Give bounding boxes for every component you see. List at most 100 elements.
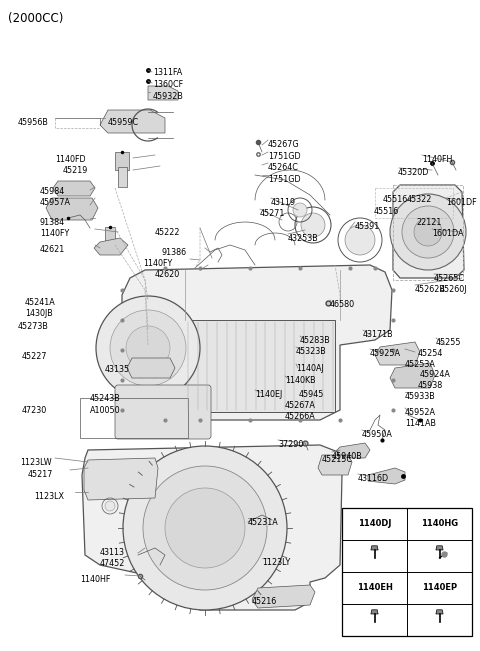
Circle shape [126,326,170,370]
Bar [393,185,463,280]
Bar [80,398,188,438]
Text: 45267A: 45267A [285,401,316,410]
Text: 45231A: 45231A [248,518,279,527]
Text: 43119: 43119 [271,198,296,207]
Text: 1140EP: 1140EP [422,583,457,592]
Text: 45266A: 45266A [285,412,316,421]
Text: 45945: 45945 [299,390,324,399]
Text: 1140DJ: 1140DJ [358,519,391,529]
Polygon shape [371,610,378,614]
Bar [115,152,129,170]
Text: 1751GD: 1751GD [268,152,300,161]
Text: 45924A: 45924A [420,370,451,379]
Polygon shape [375,342,420,365]
Text: 1141AB: 1141AB [405,419,436,428]
Circle shape [143,466,267,590]
Text: 45217: 45217 [28,470,53,479]
Text: 45260J: 45260J [440,285,468,294]
Bar [375,188,453,218]
Polygon shape [318,455,352,475]
Text: 45323B: 45323B [296,347,327,356]
Text: 1140KB: 1140KB [285,376,316,385]
Circle shape [123,446,287,610]
Text: 45516: 45516 [383,195,408,204]
Text: 43135: 43135 [105,365,130,374]
Text: 1140EJ: 1140EJ [255,390,282,399]
Circle shape [165,488,245,568]
Polygon shape [122,265,392,420]
Text: 1123LW: 1123LW [20,458,52,467]
Circle shape [96,296,200,400]
Text: 91384: 91384 [40,218,65,227]
Text: 47452: 47452 [100,559,125,568]
Text: 1123LY: 1123LY [262,558,290,567]
Polygon shape [127,358,175,378]
Polygon shape [368,468,405,484]
Text: 43171B: 43171B [363,330,394,339]
Text: 45984: 45984 [40,187,65,196]
Polygon shape [84,458,158,500]
Text: 45516: 45516 [374,207,399,216]
Text: 1430JB: 1430JB [25,309,53,318]
Text: 45227: 45227 [22,352,48,361]
Text: 45925A: 45925A [370,349,401,358]
Text: 45320D: 45320D [398,168,430,177]
Text: 1140FD: 1140FD [55,155,85,164]
Text: 45255: 45255 [436,338,461,347]
Text: 1140HF: 1140HF [80,575,110,584]
Text: 45283B: 45283B [300,336,331,345]
Polygon shape [46,198,98,220]
Text: 1360CF: 1360CF [153,80,183,89]
Text: 45243B: 45243B [90,394,121,403]
Text: 45254: 45254 [418,349,444,358]
Text: 46580: 46580 [330,300,355,309]
Text: 45253A: 45253A [405,360,436,369]
Text: 45940B: 45940B [332,452,363,461]
Polygon shape [390,363,435,388]
Text: 45959C: 45959C [108,118,139,127]
Polygon shape [335,443,370,458]
Polygon shape [393,185,464,278]
Text: 43253B: 43253B [288,234,319,243]
Text: 45956B: 45956B [18,118,49,127]
Text: 91386: 91386 [162,248,187,257]
Text: 42621: 42621 [40,245,65,254]
Circle shape [105,501,115,511]
Text: 43113: 43113 [100,548,125,557]
Text: 1140AJ: 1140AJ [296,364,324,373]
Text: 1601DF: 1601DF [446,198,477,207]
Text: 45222: 45222 [155,228,180,237]
Text: 45932B: 45932B [153,92,184,101]
Text: 45933B: 45933B [405,392,436,401]
Text: 45938: 45938 [418,381,443,390]
Text: 1140FY: 1140FY [143,259,172,268]
Polygon shape [436,546,443,550]
Bar [185,320,335,412]
Circle shape [301,213,325,237]
Circle shape [390,194,466,270]
Text: 22121: 22121 [416,218,442,227]
Text: 45216: 45216 [252,597,277,606]
Text: 1751GD: 1751GD [268,175,300,184]
Polygon shape [100,110,165,133]
Text: 43116D: 43116D [358,474,389,483]
Text: 1140EH: 1140EH [357,583,393,592]
Text: 1601DA: 1601DA [432,229,464,238]
Polygon shape [371,546,378,550]
Text: 1123LX: 1123LX [34,492,64,501]
Text: 45952A: 45952A [405,408,436,417]
Text: A10050: A10050 [90,406,120,415]
Text: 47230: 47230 [22,406,47,415]
Text: 37290: 37290 [278,440,303,449]
FancyBboxPatch shape [115,385,211,439]
Circle shape [414,218,442,246]
Text: 1140HG: 1140HG [421,519,458,529]
Polygon shape [148,86,178,100]
Text: 1140FH: 1140FH [422,155,452,164]
Text: 1140FY: 1140FY [40,229,69,238]
Text: 45391: 45391 [355,222,380,231]
Polygon shape [82,445,342,610]
Text: 45267G: 45267G [268,140,300,149]
Text: 45950A: 45950A [362,430,393,439]
Text: 1311FA: 1311FA [153,68,182,77]
